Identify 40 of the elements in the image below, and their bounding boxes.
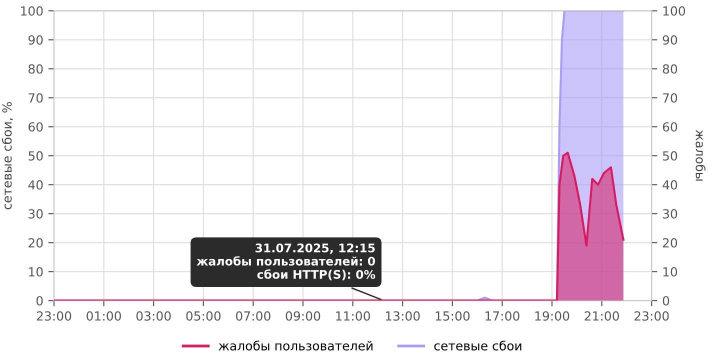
- x-tick-label: 11:00: [336, 311, 370, 321]
- legend-label: жалобы пользователей: [218, 340, 372, 351]
- y2-tick-label: 20: [662, 238, 678, 248]
- y2-tick-label: 70: [663, 93, 678, 103]
- y-tick-label: 30: [28, 209, 43, 219]
- y2-tick-label: 80: [662, 64, 678, 74]
- x-tick-label: 09:00: [286, 311, 320, 321]
- y-axis-title: сетевые сбои, %: [2, 102, 14, 210]
- x-tick-label: 13:00: [386, 311, 420, 321]
- x-tick-label: 05:00: [186, 311, 221, 321]
- x-tick-label: 21:00: [584, 311, 619, 321]
- x-tick-label: 03:00: [136, 311, 171, 321]
- legend-label: сетевые сбои: [434, 340, 522, 351]
- x-tick-label: 19:00: [535, 311, 570, 321]
- y-tick-label: 0: [36, 296, 43, 306]
- y-tick-label: 80: [28, 64, 43, 74]
- y2-tick-label: 10: [663, 267, 678, 277]
- x-tick-label: 01:00: [86, 311, 121, 321]
- y-tick-label: 60: [28, 122, 43, 132]
- x-tick-label: 23:00: [36, 311, 72, 321]
- y2-tick-label: 30: [662, 209, 678, 219]
- x-tick-label: 07:00: [236, 311, 270, 321]
- y2-tick-label: 100: [663, 6, 686, 16]
- y-tick-label: 10: [29, 267, 43, 277]
- y2-axis-title: жалобы: [696, 130, 706, 181]
- x-tick-label: 23:00: [634, 311, 669, 321]
- y-tick-label: 20: [28, 238, 43, 248]
- y2-tick-label: 50: [662, 151, 678, 161]
- annotation: 31.07.2025, 12:15 жалобы пользователей: 0 сбои HTTP(S): 0%: [196, 244, 376, 280]
- y-tick-label: 40: [28, 180, 43, 190]
- y2-tick-label: 90: [662, 35, 678, 45]
- y-tick-label: 50: [28, 151, 43, 161]
- y2-tick-label: 40: [662, 180, 678, 190]
- y2-tick-label: 60: [662, 122, 678, 132]
- y-tick-label: 100: [21, 6, 43, 16]
- y-tick-label: 90: [28, 35, 43, 45]
- x-tick-label: 15:00: [436, 311, 470, 321]
- y2-tick-label: 0: [662, 296, 670, 306]
- x-tick-label: 17:00: [486, 311, 520, 321]
- y-tick-label: 70: [28, 93, 43, 103]
